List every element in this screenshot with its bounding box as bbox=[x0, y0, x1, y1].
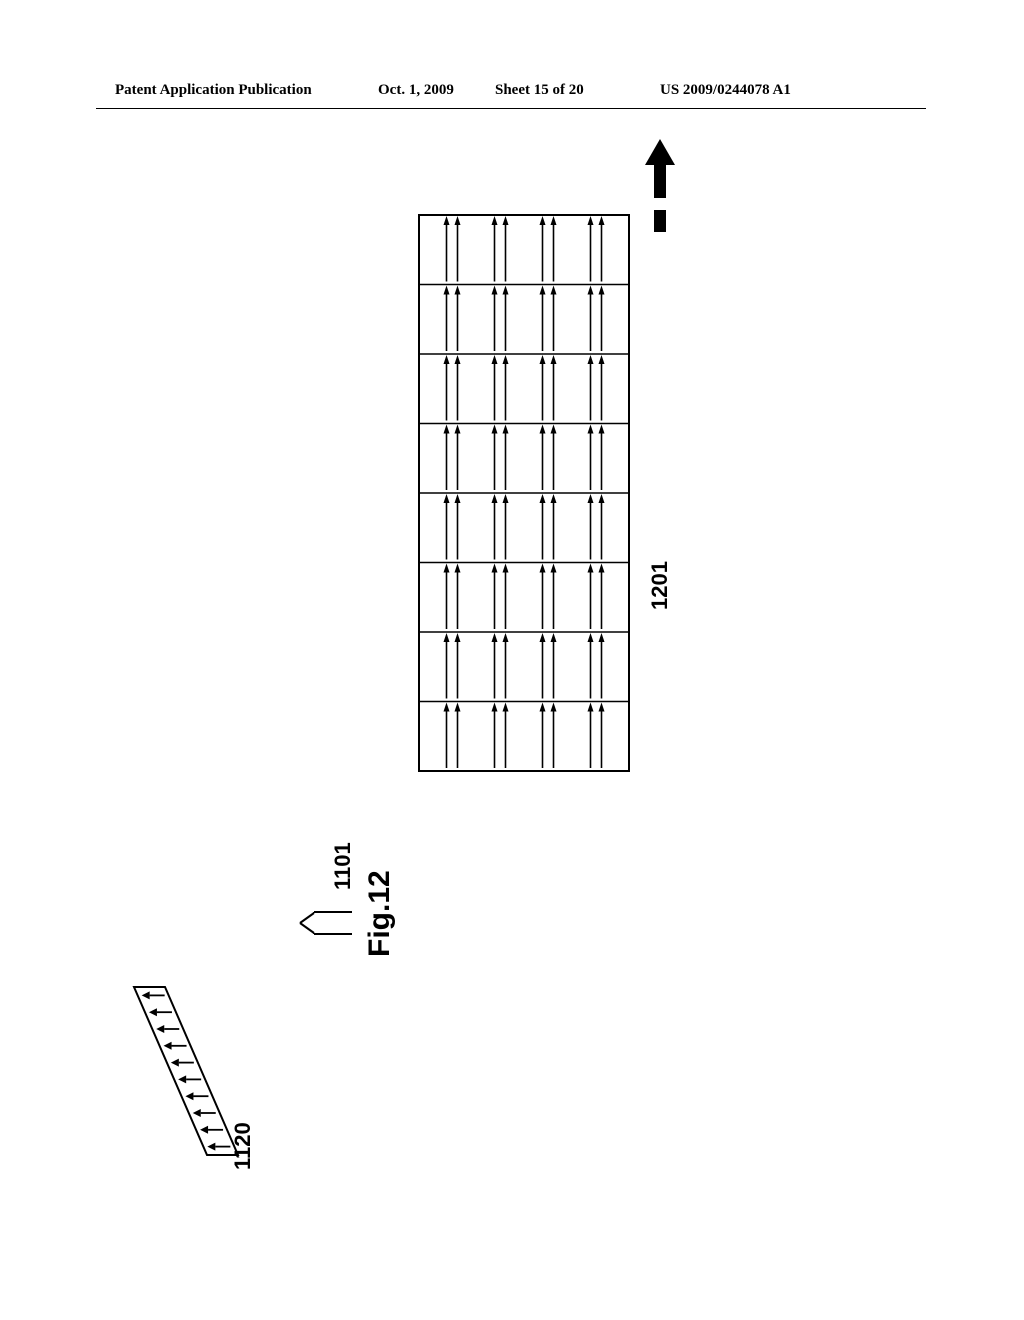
figure-svg bbox=[0, 0, 1024, 1320]
figure-caption: Fig.12 bbox=[363, 870, 397, 957]
label-1120: 1120 bbox=[230, 1122, 256, 1170]
page: Patent Application Publication Oct. 1, 2… bbox=[0, 0, 1024, 1320]
label-1201: 1201 bbox=[647, 561, 673, 610]
label-1101: 1101 bbox=[330, 842, 356, 890]
